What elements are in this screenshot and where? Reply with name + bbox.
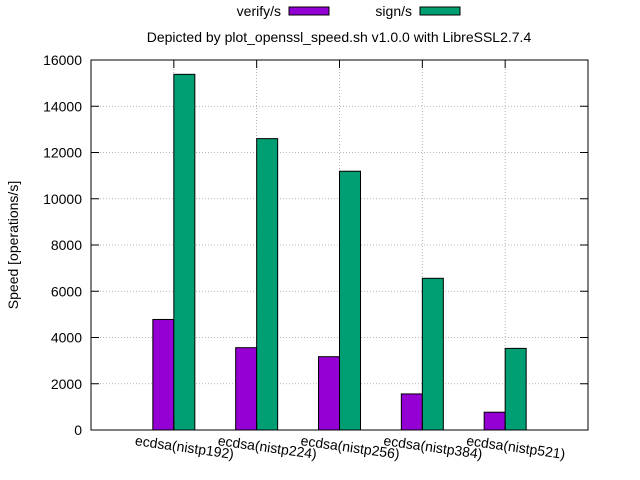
y-tick-label: 12000 <box>43 145 82 161</box>
legend-label: sign/s <box>375 3 412 19</box>
bar-sign-s <box>504 347 527 431</box>
bar-sign-s <box>173 73 196 431</box>
legend-label: verify/s <box>237 3 281 19</box>
bar-verify-s <box>318 356 340 431</box>
y-tick-label: 14000 <box>43 98 82 114</box>
y-tick-label: 6000 <box>51 283 82 299</box>
chart-title: Depicted by plot_openssl_speed.sh v1.0.0… <box>147 29 532 45</box>
y-tick-label: 0 <box>74 422 82 438</box>
legend-swatch <box>288 6 330 16</box>
y-tick-label: 2000 <box>51 376 82 392</box>
y-axis-ticks: 0 2000 4000 6000 8000 10000 12000 14000 16000 <box>43 52 588 438</box>
legend: verify/s sign/s <box>237 3 461 19</box>
bar-verify-s <box>483 411 506 431</box>
bars <box>152 73 527 431</box>
bar-verify-s <box>400 393 423 431</box>
bar-verify-s <box>235 347 258 431</box>
bar-sign-s <box>256 138 279 431</box>
y-tick-label: 4000 <box>51 330 82 346</box>
bar-sign-s <box>339 170 361 431</box>
legend-swatch <box>419 6 461 16</box>
y-axis-label: Speed [operations/s] <box>5 181 21 309</box>
bar-sign-s <box>421 277 444 431</box>
bar-verify-s <box>152 318 175 431</box>
y-tick-label: 10000 <box>43 191 82 207</box>
y-tick-label: 16000 <box>43 52 82 68</box>
y-tick-label: 8000 <box>51 237 82 253</box>
